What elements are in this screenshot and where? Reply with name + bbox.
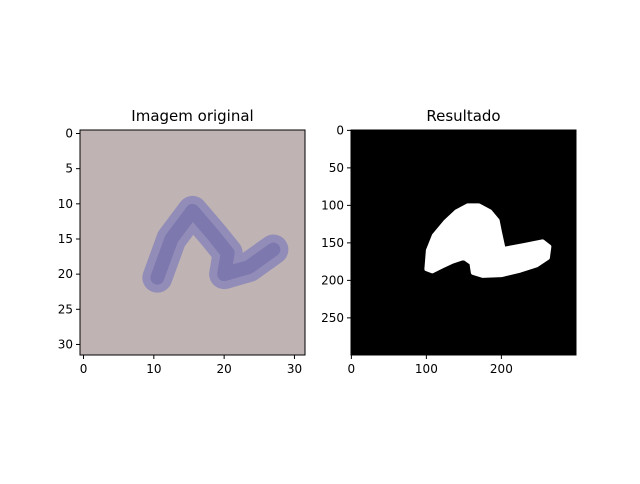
x-tick-label: 20 bbox=[217, 362, 232, 376]
y-tick-label: 20 bbox=[58, 267, 73, 281]
panel-result-y-axis: 0 50 100 150 200 250 bbox=[321, 123, 351, 325]
y-tick-label: 30 bbox=[58, 337, 73, 351]
y-tick-label: 100 bbox=[321, 198, 344, 212]
panel-result-x-axis: 0 100 200 bbox=[348, 355, 513, 376]
original-ink-stroke-core bbox=[150, 203, 281, 285]
panel-original-title: Imagem original bbox=[131, 107, 253, 125]
panel-original-frame bbox=[79, 129, 306, 356]
y-tick-label: 10 bbox=[58, 197, 73, 211]
panel-result-title: Resultado bbox=[426, 107, 500, 125]
x-tick-label: 100 bbox=[415, 362, 438, 376]
x-tick-label: 0 bbox=[80, 362, 88, 376]
panel-result: Resultado 0 100 200 0 50 100 150 200 250 bbox=[321, 107, 577, 376]
y-tick-label: 250 bbox=[321, 311, 344, 325]
y-tick-label: 5 bbox=[65, 162, 73, 176]
y-tick-label: 25 bbox=[58, 302, 73, 316]
x-tick-label: 0 bbox=[348, 362, 356, 376]
x-tick-label: 10 bbox=[146, 362, 161, 376]
y-tick-label: 200 bbox=[321, 273, 344, 287]
panel-original-x-axis: 0 10 20 30 bbox=[80, 355, 302, 376]
result-mask-blob bbox=[424, 203, 552, 278]
panel-original-y-axis: 0 5 10 15 20 25 30 bbox=[58, 127, 80, 351]
y-tick-label: 0 bbox=[65, 127, 73, 141]
y-tick-label: 15 bbox=[58, 232, 73, 246]
panel-original: Imagem original 0 10 20 30 0 5 10 15 20 25 30 bbox=[58, 107, 306, 376]
x-tick-label: 200 bbox=[490, 362, 513, 376]
y-tick-label: 0 bbox=[336, 123, 344, 137]
x-tick-label: 30 bbox=[287, 362, 302, 376]
y-tick-label: 50 bbox=[329, 161, 344, 175]
y-tick-label: 150 bbox=[321, 236, 344, 250]
